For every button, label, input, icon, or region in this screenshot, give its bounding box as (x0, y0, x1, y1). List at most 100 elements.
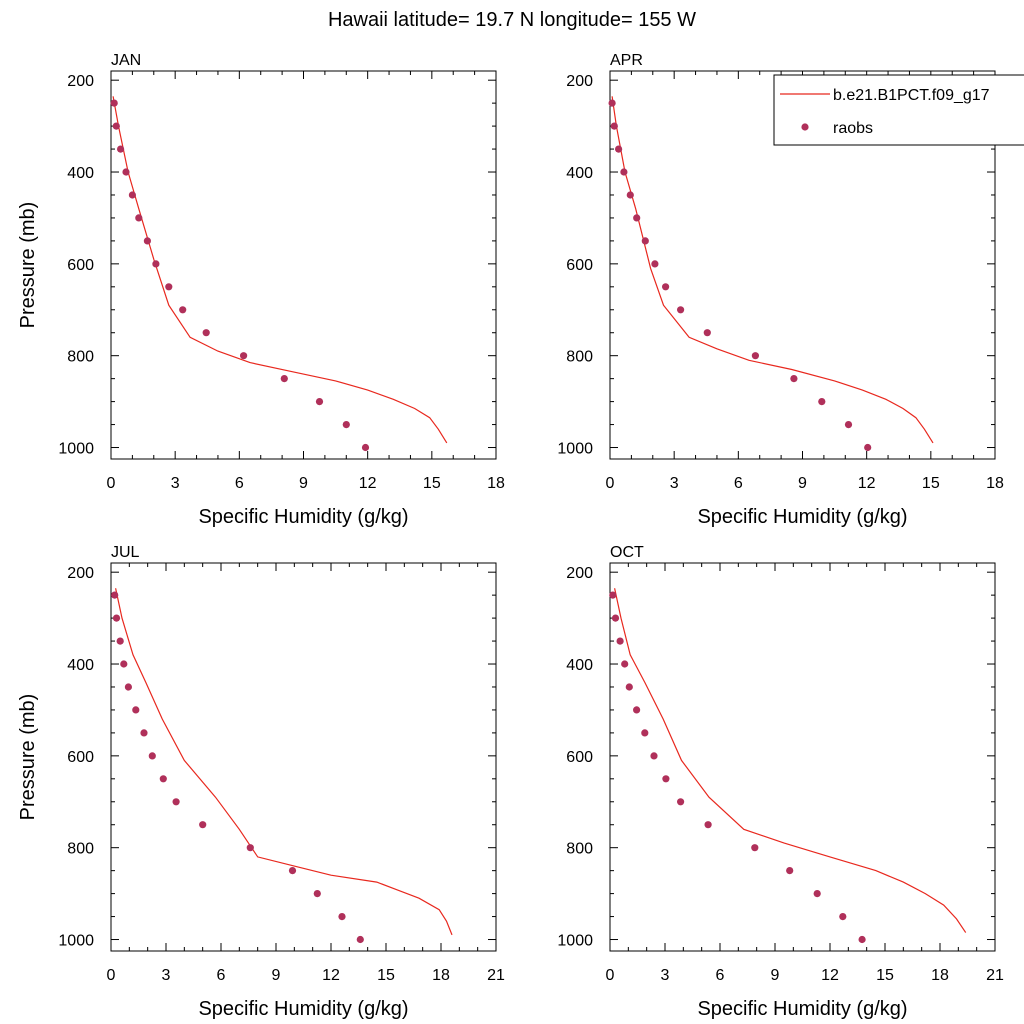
x-tick-label: 9 (771, 967, 780, 984)
raobs-point (338, 913, 346, 921)
legend-model-label: b.e21.B1PCT.f09_g17 (833, 87, 990, 104)
y-tick-label: 600 (566, 749, 593, 766)
y-tick-label: 200 (566, 565, 593, 582)
y-tick-label: 200 (67, 565, 94, 582)
legend-obs-label: raobs (833, 120, 873, 137)
panel-label: APR (610, 52, 643, 69)
panel-oct: OCT 0 3 6 9 12 15 18 21 200 400 600 800 1000 Specific … (557, 544, 1004, 1020)
raobs-point (662, 775, 670, 783)
raobs-point (609, 591, 617, 599)
x-tick-label: 6 (235, 475, 244, 492)
raobs-point (620, 168, 628, 176)
y-tick-label: 400 (566, 165, 593, 182)
x-tick-label: 0 (606, 967, 615, 984)
raobs-point (202, 329, 210, 337)
raobs-point (288, 867, 297, 875)
y-tick-label: 400 (566, 657, 593, 674)
x-tick-label: 9 (272, 967, 281, 984)
raobs-point (641, 729, 649, 737)
x-tick-label: 21 (487, 967, 505, 984)
raobs-point (864, 443, 872, 452)
y-axis-title: Pressure (mb) (17, 694, 39, 821)
x-tick-label: 0 (107, 475, 116, 492)
y-tick-label: 600 (67, 257, 94, 274)
raobs-point (143, 237, 151, 245)
raobs-point (111, 591, 119, 599)
figure-title: Hawaii latitude= 19.7 N longitude= 155 W (328, 9, 696, 31)
raobs-point (818, 398, 826, 406)
raobs-point (677, 306, 685, 314)
x-tick-label: 18 (986, 475, 1004, 492)
raobs-point (356, 935, 364, 944)
raobs-point (140, 729, 148, 737)
raobs-point (616, 637, 624, 645)
y-tick-label: 400 (67, 657, 94, 674)
raobs-point (112, 614, 121, 622)
raobs-point (858, 935, 866, 944)
raobs-point (315, 398, 324, 406)
raobs-point (122, 168, 130, 176)
x-tick-label: 9 (798, 475, 807, 492)
raobs-point (117, 145, 125, 153)
x-tick-label: 12 (322, 967, 340, 984)
x-tick-label: 12 (821, 967, 839, 984)
x-tick-label: 0 (606, 475, 615, 492)
y-tick-label: 600 (566, 257, 593, 274)
raobs-point (625, 683, 633, 691)
raobs-point (633, 706, 641, 714)
x-tick-label: 6 (716, 967, 725, 984)
x-tick-label: 15 (377, 967, 395, 984)
plot-frame (110, 70, 497, 460)
plot-frame (609, 562, 996, 952)
raobs-point (844, 421, 853, 429)
x-tick-label: 9 (299, 475, 308, 492)
panel-apr: APR 0 3 6 9 12 15 18 200 400 600 800 1000 Specific Hu… (557, 52, 1004, 528)
y-tick-label: 800 (67, 841, 94, 858)
panel-jul: JUL 0 3 6 9 12 15 18 21 200 400 600 800 1000 Specific … (17, 544, 505, 1020)
y-tick-label: 1000 (58, 933, 94, 950)
x-tick-label: 12 (858, 475, 876, 492)
raobs-point (148, 752, 156, 760)
model-line (115, 588, 453, 936)
raobs-point (165, 283, 173, 291)
y-tick-label: 600 (67, 749, 94, 766)
x-tick-label: 0 (107, 967, 116, 984)
x-tick-label: 18 (432, 967, 450, 984)
y-tick-label: 1000 (557, 441, 593, 458)
raobs-point (651, 260, 659, 268)
y-tick-label: 800 (566, 841, 593, 858)
raobs-point (124, 683, 132, 691)
raobs-point (152, 260, 160, 268)
raobs-point (610, 122, 618, 130)
raobs-point (703, 329, 711, 337)
raobs-point (786, 867, 794, 875)
x-tick-label: 21 (986, 967, 1004, 984)
raobs-point (608, 99, 616, 107)
legend-obs-swatch (801, 123, 809, 131)
raobs-point (246, 844, 254, 852)
panel-label: OCT (610, 544, 644, 561)
raobs-point (641, 237, 649, 245)
x-axis-title: Specific Humidity (g/kg) (198, 998, 408, 1020)
raobs-point (677, 798, 685, 806)
panel-label: JUL (111, 544, 140, 561)
raobs-point (313, 890, 321, 898)
y-tick-label: 1000 (58, 441, 94, 458)
raobs-point (790, 375, 798, 383)
x-tick-label: 12 (359, 475, 377, 492)
y-tick-label: 400 (67, 165, 94, 182)
raobs-point (120, 660, 128, 668)
raobs-point (633, 214, 641, 222)
raobs-point (240, 352, 248, 360)
raobs-point (615, 145, 623, 153)
raobs-point (110, 99, 118, 107)
raobs-point (704, 821, 712, 829)
legend-box (773, 74, 1024, 146)
raobs-point (361, 443, 370, 452)
x-tick-label: 18 (931, 967, 949, 984)
x-tick-label: 3 (171, 475, 180, 492)
x-tick-label: 18 (487, 475, 505, 492)
raobs-point (116, 637, 124, 645)
model-line (112, 96, 448, 444)
